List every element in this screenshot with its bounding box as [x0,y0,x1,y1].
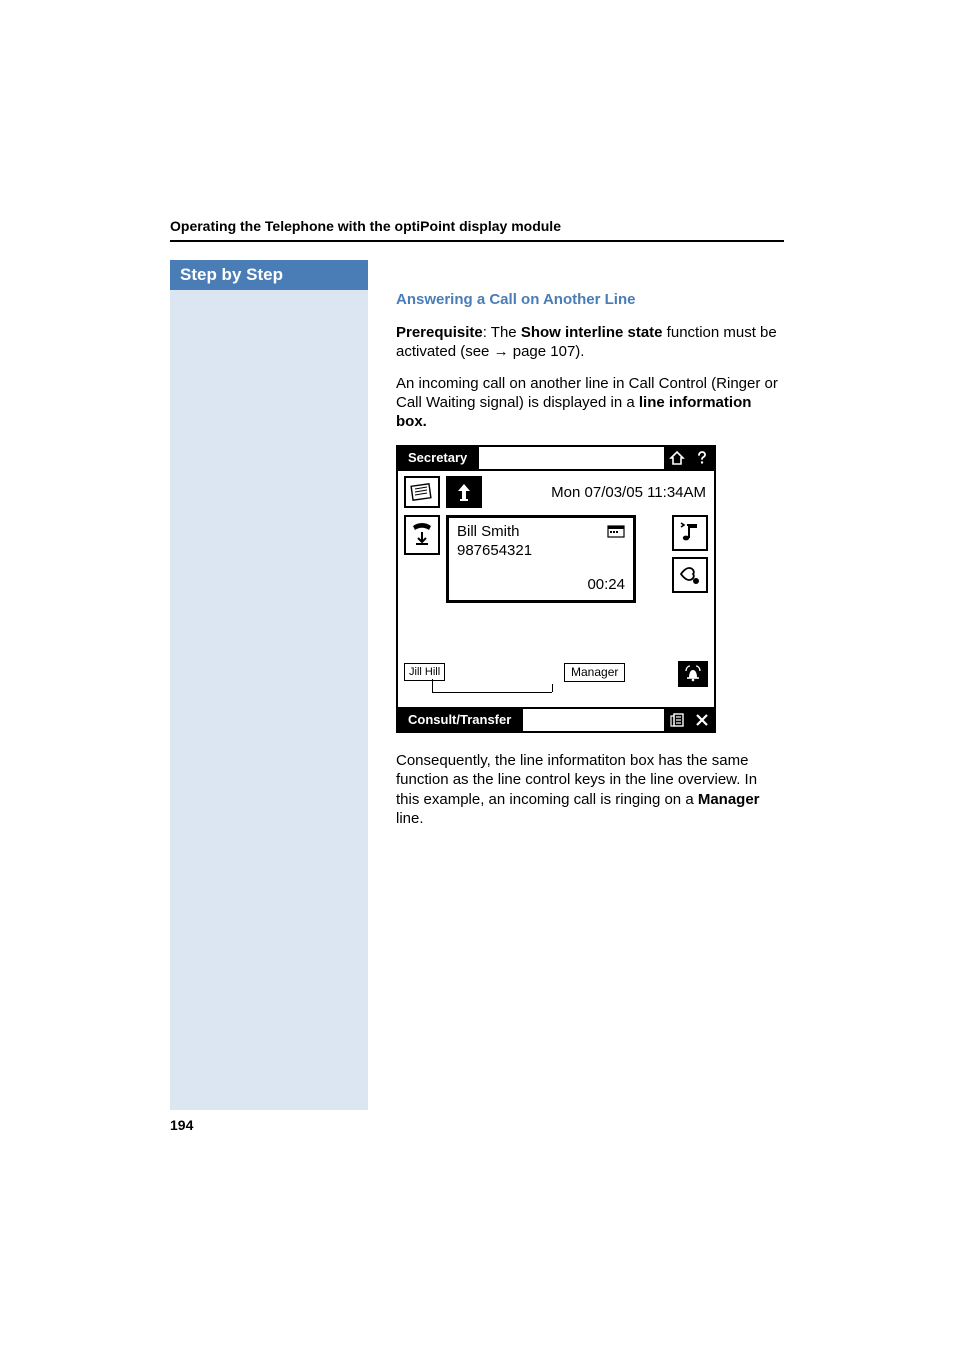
caller-number: 987654321 [457,541,625,560]
term-manager: Manager [698,791,760,808]
ringing-bell-icon[interactable] [678,661,708,687]
handset-hold-icon[interactable] [404,515,440,555]
phone-body: Mon 07/03/05 11:34AM [396,471,716,707]
phone-left-controls [404,515,440,603]
phone-display-figure: Secretary [396,445,784,733]
tab-secretary[interactable]: Secretary [396,445,479,471]
running-head: Operating the Telephone with the optiPoi… [170,218,784,242]
page-reference: page 107). [509,343,585,360]
phone-right-controls [672,515,708,603]
page-number: 194 [170,1117,193,1133]
line-connector [432,679,552,693]
intro-paragraph: An incoming call on another line in Call… [396,374,784,432]
text: line. [396,810,424,827]
phone-top-bar: Secretary [396,445,716,471]
phone-mid-row: Bill Smith 987654321 00:24 [404,515,708,603]
arrow-icon: → [494,343,509,360]
page: Operating the Telephone with the optiPoi… [0,0,954,1351]
list-icon[interactable] [664,707,690,733]
sidebar-title: Step by Step [170,260,368,290]
sidebar-body [170,290,368,1110]
phone-bottom-bar: Consult/Transfer [396,707,716,733]
line-label-manager[interactable]: Manager [564,663,625,682]
main-content: Answering a Call on Another Line Prerequ… [368,260,784,840]
prerequisite-paragraph: Prerequisite: The Show interline state f… [396,323,784,361]
up-arrow-icon[interactable] [446,476,482,508]
text: : The [483,324,521,341]
line-information-box: Jill Hill Manager [404,661,708,701]
two-column-layout: Step by Step Answering a Call on Another… [170,260,784,1110]
function-name: Show interline state [521,324,663,341]
application-icon [607,524,625,545]
top-bar-spacer [479,445,664,471]
active-call-box[interactable]: Bill Smith 987654321 00:24 [446,515,636,603]
date-time: Mon 07/03/05 11:34AM [488,483,708,502]
phone-top-row: Mon 07/03/05 11:34AM [404,475,708,509]
caller-name: Bill Smith [457,522,625,541]
home-icon[interactable] [664,445,690,471]
bottom-bar-spacer [523,707,664,733]
close-icon[interactable] [690,707,716,733]
notes-icon[interactable] [404,476,440,508]
prerequisite-label: Prerequisite [396,324,483,341]
help-icon[interactable] [690,445,716,471]
step-by-step-sidebar: Step by Step [170,260,368,1110]
conclusion-paragraph: Consequently, the line informatiton box … [396,751,784,828]
music-note-icon[interactable] [672,515,708,551]
call-duration: 00:24 [587,575,625,594]
section-heading: Answering a Call on Another Line [396,290,784,309]
record-icon[interactable] [672,557,708,593]
phone-screen: Secretary [396,445,716,733]
tab-consult-transfer[interactable]: Consult/Transfer [396,707,523,733]
